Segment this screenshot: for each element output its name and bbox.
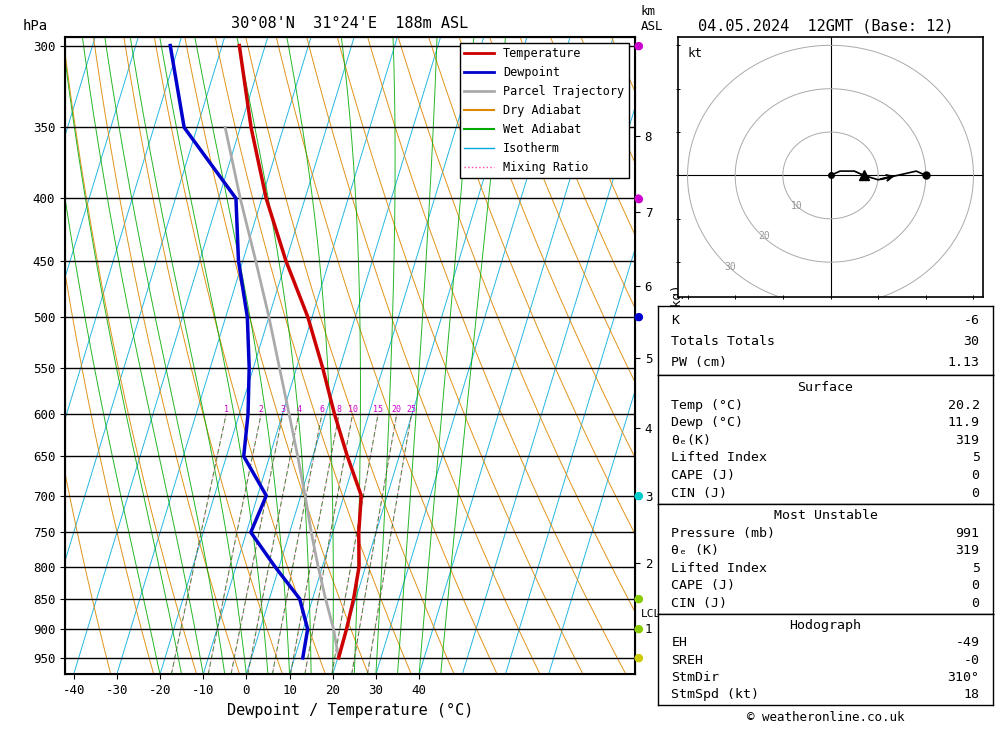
Text: 5: 5: [972, 561, 980, 575]
Text: 6: 6: [319, 405, 324, 413]
Text: CAPE (J): CAPE (J): [671, 469, 735, 482]
Text: ●: ●: [634, 194, 642, 203]
Text: 991: 991: [956, 527, 980, 539]
Text: ●: ●: [634, 490, 642, 501]
Text: 2: 2: [259, 405, 264, 413]
Text: Pressure (mb): Pressure (mb): [671, 527, 775, 539]
Text: EH: EH: [671, 636, 687, 649]
Text: hPa: hPa: [22, 20, 47, 34]
Text: ●: ●: [634, 594, 642, 604]
Text: 8: 8: [337, 405, 342, 413]
Text: LCL: LCL: [641, 609, 661, 619]
Text: 04.05.2024  12GMT (Base: 12): 04.05.2024 12GMT (Base: 12): [698, 18, 953, 33]
Text: 10: 10: [348, 405, 358, 413]
Text: 20: 20: [392, 405, 402, 413]
Text: ●: ●: [634, 40, 642, 51]
Text: © weatheronline.co.uk: © weatheronline.co.uk: [747, 711, 904, 724]
Text: -6: -6: [964, 314, 980, 327]
Text: 4: 4: [296, 405, 301, 413]
Text: CIN (J): CIN (J): [671, 487, 727, 499]
Text: kt: kt: [687, 47, 702, 60]
Text: 25: 25: [407, 405, 417, 413]
Text: 30: 30: [964, 335, 980, 348]
Text: 18: 18: [964, 688, 980, 701]
Text: ●: ●: [634, 653, 642, 663]
Text: ●: ●: [634, 624, 642, 634]
Text: 0: 0: [972, 597, 980, 610]
Text: 319: 319: [956, 544, 980, 557]
Text: 15: 15: [373, 405, 383, 413]
Text: StmSpd (kt): StmSpd (kt): [671, 688, 759, 701]
X-axis label: Dewpoint / Temperature (°C): Dewpoint / Temperature (°C): [227, 703, 473, 718]
Text: Totals Totals: Totals Totals: [671, 335, 775, 348]
Text: SREH: SREH: [671, 654, 703, 667]
Text: StmDir: StmDir: [671, 671, 719, 684]
Text: 1: 1: [224, 405, 229, 413]
Text: PW (cm): PW (cm): [671, 356, 727, 369]
Text: 319: 319: [956, 434, 980, 447]
Title: 30°08'N  31°24'E  188m ASL: 30°08'N 31°24'E 188m ASL: [231, 16, 469, 32]
Text: θₑ (K): θₑ (K): [671, 544, 719, 557]
Text: km
ASL: km ASL: [641, 5, 663, 34]
Text: 0: 0: [972, 579, 980, 592]
Text: Mixing Ratio (g/kg): Mixing Ratio (g/kg): [671, 284, 684, 427]
Text: Most Unstable: Most Unstable: [774, 509, 878, 523]
Text: ●: ●: [633, 40, 643, 51]
Text: Temp (°C): Temp (°C): [671, 399, 743, 412]
Text: ●: ●: [633, 624, 643, 634]
Text: -49: -49: [956, 636, 980, 649]
Text: 5: 5: [972, 452, 980, 465]
Text: K: K: [671, 314, 679, 327]
Text: 20.2: 20.2: [948, 399, 980, 412]
Text: 0: 0: [972, 469, 980, 482]
Text: Lifted Index: Lifted Index: [671, 561, 767, 575]
Text: ●: ●: [633, 490, 643, 501]
Text: ●: ●: [633, 312, 643, 322]
Text: ●: ●: [633, 594, 643, 604]
Text: 0: 0: [972, 487, 980, 499]
Text: Surface: Surface: [798, 381, 854, 394]
Text: CIN (J): CIN (J): [671, 597, 727, 610]
Text: θₑ(K): θₑ(K): [671, 434, 711, 447]
Text: ●: ●: [633, 194, 643, 203]
Text: Dewp (°C): Dewp (°C): [671, 416, 743, 430]
Text: 1.13: 1.13: [948, 356, 980, 369]
Text: 3: 3: [280, 405, 285, 413]
Text: 20: 20: [758, 231, 770, 241]
Text: 11.9: 11.9: [948, 416, 980, 430]
Text: 10: 10: [791, 201, 803, 211]
Text: 30: 30: [725, 262, 736, 271]
Text: Hodograph: Hodograph: [790, 619, 862, 632]
Text: -0: -0: [964, 654, 980, 667]
Text: 310°: 310°: [948, 671, 980, 684]
Text: Lifted Index: Lifted Index: [671, 452, 767, 465]
Legend: Temperature, Dewpoint, Parcel Trajectory, Dry Adiabat, Wet Adiabat, Isotherm, Mi: Temperature, Dewpoint, Parcel Trajectory…: [460, 43, 629, 178]
Text: CAPE (J): CAPE (J): [671, 579, 735, 592]
Text: ●: ●: [633, 653, 643, 663]
Text: ●: ●: [634, 312, 642, 322]
